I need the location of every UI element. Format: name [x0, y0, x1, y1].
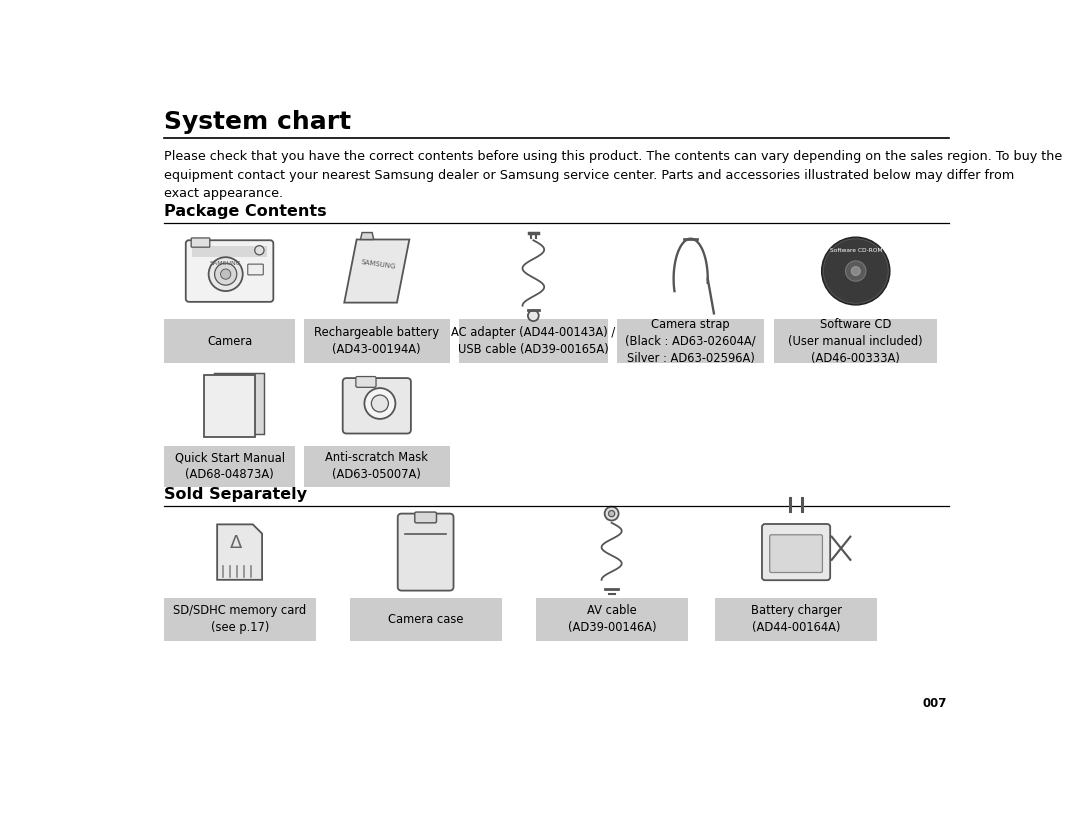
- Text: Δ: Δ: [230, 534, 242, 552]
- Polygon shape: [204, 375, 255, 437]
- Text: AV cable
(AD39-00146A): AV cable (AD39-00146A): [568, 605, 657, 634]
- Text: AC adapter (AD44-00143A) /
USB cable (AD39-00165A): AC adapter (AD44-00143A) / USB cable (AD…: [451, 326, 616, 356]
- FancyBboxPatch shape: [191, 238, 210, 247]
- FancyBboxPatch shape: [356, 377, 376, 387]
- FancyBboxPatch shape: [303, 319, 449, 363]
- Text: Quick Start Manual
(AD68-04873A): Quick Start Manual (AD68-04873A): [175, 452, 284, 481]
- Circle shape: [208, 258, 243, 291]
- FancyBboxPatch shape: [459, 319, 608, 363]
- Polygon shape: [217, 524, 262, 579]
- Text: Battery charger
(AD44-00164A): Battery charger (AD44-00164A): [751, 605, 841, 634]
- FancyBboxPatch shape: [350, 598, 501, 641]
- Circle shape: [528, 311, 539, 321]
- FancyBboxPatch shape: [770, 535, 823, 572]
- FancyBboxPatch shape: [164, 446, 295, 487]
- FancyBboxPatch shape: [164, 319, 295, 363]
- FancyBboxPatch shape: [303, 446, 449, 487]
- Polygon shape: [361, 232, 374, 240]
- Circle shape: [255, 245, 264, 255]
- Circle shape: [220, 269, 231, 280]
- Circle shape: [372, 395, 389, 412]
- FancyBboxPatch shape: [342, 378, 410, 434]
- Text: 007: 007: [922, 697, 947, 710]
- Text: Camera case: Camera case: [389, 613, 463, 626]
- Circle shape: [605, 507, 619, 521]
- Circle shape: [822, 237, 890, 305]
- Text: Sold Separately: Sold Separately: [164, 487, 308, 502]
- Text: SD/SDHC memory card
(see p.17): SD/SDHC memory card (see p.17): [174, 605, 307, 634]
- Text: Software CD
(User manual included)
(AD46-00333A): Software CD (User manual included) (AD46…: [788, 318, 923, 364]
- Polygon shape: [214, 372, 264, 434]
- Text: Camera strap
(Black : AD63-02604A/
Silver : AD63-02596A): Camera strap (Black : AD63-02604A/ Silve…: [625, 318, 756, 364]
- FancyBboxPatch shape: [247, 264, 264, 275]
- FancyBboxPatch shape: [397, 513, 454, 591]
- FancyBboxPatch shape: [164, 598, 315, 641]
- Text: SAMSUNG: SAMSUNG: [361, 259, 396, 271]
- Text: SAMSUNG: SAMSUNG: [210, 261, 242, 266]
- Text: Rechargeable battery
(AD43-00194A): Rechargeable battery (AD43-00194A): [314, 326, 440, 356]
- Text: Please check that you have the correct contents before using this product. The c: Please check that you have the correct c…: [164, 150, 1063, 200]
- Text: Software CD-ROM: Software CD-ROM: [829, 249, 882, 253]
- Circle shape: [846, 261, 866, 281]
- FancyBboxPatch shape: [192, 246, 267, 258]
- Text: System chart: System chart: [164, 110, 352, 134]
- Circle shape: [364, 388, 395, 419]
- FancyBboxPatch shape: [617, 319, 765, 363]
- Text: Camera: Camera: [207, 335, 252, 348]
- Text: Package Contents: Package Contents: [164, 204, 327, 218]
- FancyBboxPatch shape: [715, 598, 877, 641]
- Polygon shape: [345, 240, 409, 302]
- FancyBboxPatch shape: [762, 524, 831, 580]
- FancyBboxPatch shape: [186, 240, 273, 302]
- FancyBboxPatch shape: [415, 512, 436, 523]
- Circle shape: [215, 263, 237, 285]
- Circle shape: [851, 267, 860, 275]
- Text: Anti-scratch Mask
(AD63-05007A): Anti-scratch Mask (AD63-05007A): [325, 452, 429, 481]
- FancyBboxPatch shape: [774, 319, 937, 363]
- FancyBboxPatch shape: [537, 598, 688, 641]
- Circle shape: [608, 510, 615, 517]
